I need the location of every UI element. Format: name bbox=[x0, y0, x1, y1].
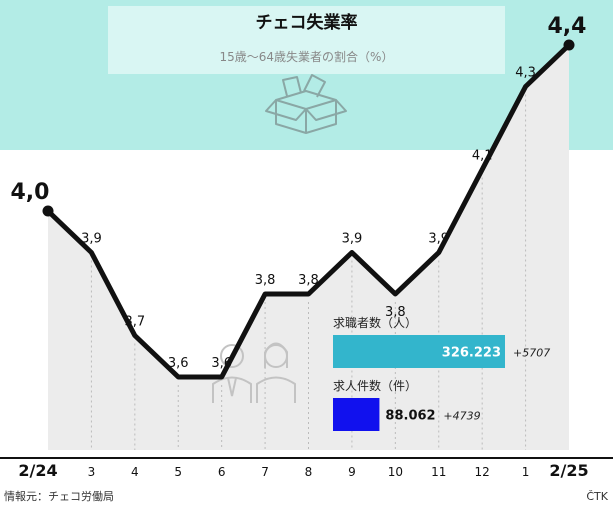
x-tick-label: 5 bbox=[174, 465, 182, 479]
job-stats-inset: 求職者数（人） 326.223 +5707 求人件数（件） 88.062 +4739 bbox=[333, 315, 550, 431]
data-label: 3,9 bbox=[342, 232, 363, 247]
chart-subtitle: 15歳〜64歳失業者の割合（%） bbox=[220, 49, 394, 64]
x-axis: 2/24 3 4 5 6 7 8 9 10 11 12 1 2/25 bbox=[0, 457, 613, 480]
data-point bbox=[563, 39, 575, 51]
inset-bar-change: +5707 bbox=[513, 347, 550, 360]
grid-lines bbox=[90, 94, 527, 450]
x-tick-label: 2/24 bbox=[18, 461, 57, 480]
data-label: 3,9 bbox=[428, 232, 449, 247]
inset-bar-value: 88.062 bbox=[385, 409, 435, 424]
agency-label: ČTK bbox=[586, 490, 608, 503]
x-tick-label: 6 bbox=[218, 465, 226, 479]
inset-bar bbox=[333, 335, 505, 368]
x-tick-label: 3 bbox=[88, 465, 96, 479]
source-note: 情報元：チェコ労働局 bbox=[4, 489, 114, 503]
data-label: 4,4 bbox=[548, 14, 587, 39]
inset-bar bbox=[333, 398, 380, 431]
series-line bbox=[45, 42, 572, 380]
x-tick-label: 12 bbox=[475, 465, 490, 479]
data-points bbox=[42, 39, 575, 217]
x-tick-label: 10 bbox=[388, 465, 403, 479]
inset-bar-label: 求人件数（件） bbox=[333, 378, 417, 393]
x-tick-label: 4 bbox=[131, 465, 139, 479]
data-label: 4,1 bbox=[472, 149, 493, 164]
inset-bar-change: +4739 bbox=[443, 410, 480, 423]
chart-title: チェコ失業率 bbox=[256, 12, 358, 33]
data-label: 3,6 bbox=[168, 356, 189, 371]
x-tick-label: 11 bbox=[431, 465, 446, 479]
data-labels: 4,0 3,9 3,7 3,6 3,6 3,8 3,8 3,9 3,8 3,9 4,1 4,3 4,4 bbox=[11, 14, 587, 371]
data-label: 3,9 bbox=[81, 232, 102, 247]
x-tick-label: 7 bbox=[261, 465, 269, 479]
data-label: 3,7 bbox=[124, 315, 145, 330]
data-label: 4,3 bbox=[515, 66, 536, 81]
x-tick-label: 8 bbox=[305, 465, 313, 479]
data-label: 4,0 bbox=[11, 180, 50, 205]
data-label: 3,8 bbox=[255, 273, 276, 288]
data-point bbox=[42, 205, 54, 217]
inset-bar-value: 326.223 bbox=[442, 346, 501, 361]
data-label: 3,6 bbox=[211, 356, 232, 371]
inset-bar-label: 求職者数（人） bbox=[333, 315, 417, 330]
x-tick-label: 9 bbox=[348, 465, 356, 479]
data-label: 3,8 bbox=[385, 305, 406, 320]
data-label: 3,8 bbox=[298, 273, 319, 288]
x-tick-label: 2/25 bbox=[549, 461, 588, 480]
x-tick-label: 1 bbox=[522, 465, 530, 479]
people-icon bbox=[212, 342, 296, 403]
open-box-icon bbox=[265, 74, 347, 134]
title-box bbox=[108, 6, 505, 74]
